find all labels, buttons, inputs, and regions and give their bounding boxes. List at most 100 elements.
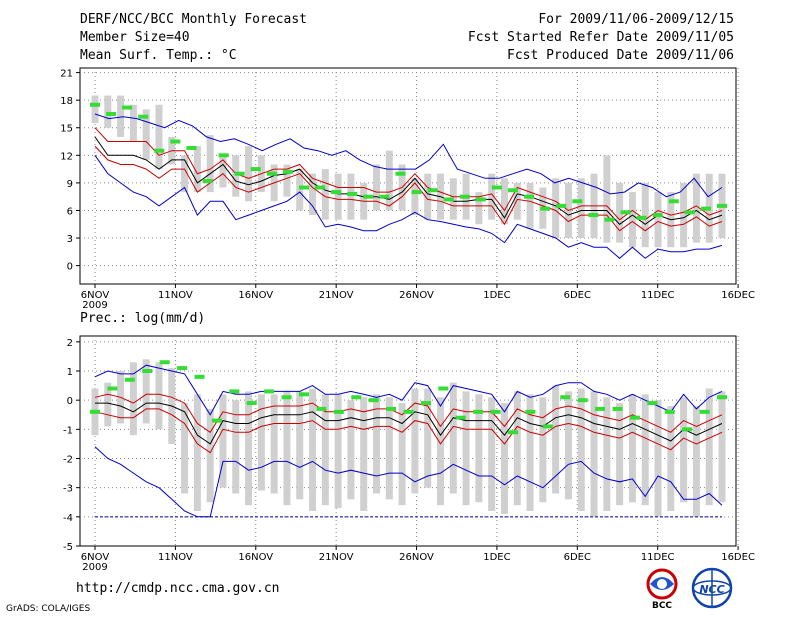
- ensemble-box: [283, 164, 291, 197]
- ensemble-box: [129, 362, 137, 436]
- ensemble-box: [373, 164, 381, 211]
- ncc-logo-label: NCC: [699, 583, 724, 596]
- obs-marker: [572, 199, 583, 204]
- ensemble-box: [436, 397, 444, 506]
- ensemble-box: [513, 391, 521, 506]
- fcst-started-date: Fcst Started Refer Date 2009/11/05: [467, 30, 734, 45]
- obs-marker: [438, 386, 449, 391]
- obs-marker: [612, 406, 623, 411]
- chart-panel-1: 0 3 6 9 12 15 18 21 6NOV 11NOV 16NOV 21NOV 26NOV 1DEC…: [60, 67, 755, 311]
- ensemble-box: [628, 192, 636, 248]
- x-tick-label: 6DEC: [564, 290, 591, 301]
- obs-marker: [106, 111, 117, 116]
- obs-marker: [299, 185, 309, 190]
- series-line-min: [94, 155, 723, 259]
- obs-marker: [588, 213, 599, 218]
- y-tick-label: -2: [63, 455, 73, 466]
- obs-marker: [700, 206, 711, 211]
- obs-marker: [142, 369, 153, 373]
- ensemble-box: [360, 397, 368, 511]
- obs-marker: [652, 213, 663, 218]
- x-tick-label: 11NOV: [158, 552, 193, 563]
- ensemble-box: [142, 359, 150, 424]
- obs-marker: [490, 409, 501, 414]
- ensemble-box: [424, 388, 432, 488]
- ensemble-box: [603, 397, 611, 511]
- x-tick-label: 11DEC: [641, 552, 675, 563]
- ensemble-box: [564, 391, 572, 500]
- ensemble-box: [552, 385, 560, 494]
- ensemble-box: [155, 104, 163, 170]
- obs-marker: [491, 185, 502, 190]
- ensemble-box: [424, 173, 432, 220]
- obs-marker: [138, 114, 149, 119]
- ensemble-box: [296, 169, 304, 211]
- ensemble-box: [411, 388, 419, 494]
- obs-marker: [316, 406, 327, 411]
- ensemble-box: [692, 406, 700, 517]
- ensemble-box: [385, 150, 393, 211]
- x-tick-label: 16DEC: [721, 552, 755, 563]
- obs-marker: [229, 389, 240, 394]
- ensemble-box: [462, 391, 470, 506]
- series-line-mean: [95, 402, 723, 445]
- obs-marker: [379, 194, 390, 199]
- ensemble-box: [206, 408, 214, 503]
- ensemble-box: [475, 394, 483, 503]
- ensemble-box: [475, 192, 483, 225]
- obs-marker: [90, 409, 100, 414]
- x-tick-label: 26NOV: [399, 290, 434, 301]
- y-tick-label: 9: [67, 179, 73, 190]
- forecast-period: For 2009/11/06-2009/12/15: [538, 12, 734, 27]
- ensemble-box: [449, 382, 457, 494]
- x-tick-label: 6NOV: [81, 290, 110, 301]
- plot-frame: [79, 335, 737, 547]
- ensemble-box: [526, 394, 534, 511]
- series-line-max: [94, 364, 723, 416]
- series-line-max: [94, 113, 723, 198]
- obs-marker: [386, 406, 397, 411]
- ensemble-box: [142, 109, 150, 160]
- series-line-q_high: [94, 393, 723, 434]
- fcst-produced-date: Fcst Produced Date 2009/11/06: [507, 48, 734, 63]
- ensemble-box: [654, 192, 662, 248]
- ensemble-box: [104, 382, 112, 427]
- obs-marker: [684, 210, 695, 215]
- ensemble-box: [181, 155, 189, 193]
- x-tick-label: 26NOV: [399, 552, 434, 563]
- ensemble-box: [321, 394, 329, 506]
- ensemble-box: [347, 400, 355, 500]
- y-tick-label: 0: [67, 262, 73, 273]
- ensemble-box: [245, 391, 253, 506]
- obs-marker: [595, 406, 606, 411]
- ensemble-box: [488, 173, 496, 220]
- x-tick-label: 6DEC: [564, 552, 591, 563]
- obs-marker: [508, 188, 518, 193]
- obs-marker: [368, 398, 379, 403]
- obs-marker: [459, 194, 470, 199]
- ensemble-box: [385, 397, 393, 500]
- obs-marker: [211, 418, 222, 423]
- ensemble-box: [309, 173, 317, 216]
- bcc-logo-label: BCC: [652, 601, 672, 610]
- obs-marker: [90, 102, 100, 107]
- ensemble-box: [193, 146, 201, 193]
- ensemble-box: [552, 178, 560, 239]
- bcc-logo: BCC: [646, 568, 678, 610]
- source-url[interactable]: http://cmdp.ncc.cma.gov.cn: [76, 581, 280, 596]
- plot-frame: [79, 67, 737, 285]
- series-line-mean: [94, 136, 723, 225]
- ensemble-box: [296, 391, 304, 500]
- obs-marker: [250, 167, 261, 172]
- obs-marker: [246, 401, 257, 406]
- ensemble-box: [232, 155, 240, 197]
- y-tick-label: -4: [63, 513, 73, 524]
- x-tick-label: 11DEC: [641, 290, 675, 301]
- obs-marker: [395, 171, 406, 176]
- obs-marker: [264, 389, 275, 394]
- obs-marker: [194, 374, 205, 379]
- series-line-q_low: [94, 408, 723, 454]
- obs-marker: [664, 409, 675, 414]
- ensemble-box: [667, 406, 675, 511]
